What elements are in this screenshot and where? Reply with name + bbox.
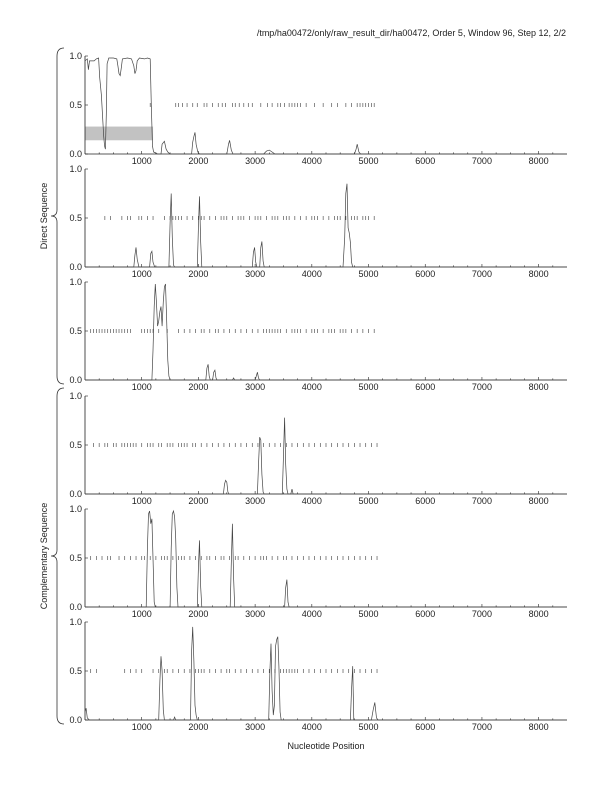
panel-4-x-tick-label: 5000 [359, 496, 379, 506]
panel-5-x-tick-label: 5000 [359, 609, 379, 619]
panel-1-x-tick-label: 6000 [415, 156, 435, 166]
panel-5: 1000 2000 3000 4000 5000 6000 7000 8000 0.0 0.5 1.… [69, 504, 567, 619]
panel-4-x-tick-label: 3000 [245, 496, 265, 506]
panel-4-y-tick-label: 1.0 [69, 391, 82, 401]
panel-1-y-tick-label: 0.0 [69, 149, 82, 159]
panel-6-x-tick-label: 6000 [415, 722, 435, 732]
panel-6-x-tick-label: 2000 [188, 722, 208, 732]
panel-5-y-tick-label: 1.0 [69, 504, 82, 514]
panel-3-y-tick-label: 0.5 [69, 326, 82, 336]
panel-2-y-tick-label: 0.5 [69, 213, 82, 223]
panel-3-y-tick-label: 0.0 [69, 375, 82, 385]
complementary-group-brace [50, 387, 65, 725]
panel-3-series-line [85, 283, 567, 381]
panel-3-x-tick-label: 2000 [188, 382, 208, 392]
panel-2-y-tick-label: 1.0 [69, 164, 82, 174]
panel-6-x-tick-label: 5000 [359, 722, 379, 732]
panel-4-y-tick-label: 0.5 [69, 440, 82, 450]
panel-6: 1000 2000 3000 4000 5000 6000 7000 8000 0.0 0.5 1.… [69, 617, 567, 732]
complementary-group-label: Complementary Sequence [39, 503, 49, 610]
panel-4-x-tick-label: 2000 [188, 496, 208, 506]
panel-2-x-tick-label: 3000 [245, 269, 265, 279]
panel-5-x-tick-label: 6000 [415, 609, 435, 619]
panel-1-highlight-band [85, 126, 154, 141]
panel-1-y-tick-label: 1.0 [69, 51, 82, 61]
panel-6-y-tick-label: 0.5 [69, 666, 82, 676]
header-title: /tmp/ha00472/only/raw_result_dir/ha00472… [257, 28, 566, 38]
panel-4-series-line [85, 417, 567, 495]
panel-2-x-tick-label: 4000 [302, 269, 322, 279]
panels-layer: 1000 2000 3000 4000 5000 6000 7000 8000 0.0 0.5 1.… [69, 51, 567, 732]
panel-4-x-tick-label: 7000 [472, 496, 492, 506]
panel-6-y-tick-label: 0.0 [69, 715, 82, 725]
panel-3-x-tick-label: 4000 [302, 382, 322, 392]
panel-6-x-tick-label: 4000 [302, 722, 322, 732]
panel-6-y-tick-label: 1.0 [69, 617, 82, 627]
panel-6-series-line [84, 626, 567, 721]
panel-1: 1000 2000 3000 4000 5000 6000 7000 8000 0.0 0.5 1.… [69, 51, 567, 166]
groups-layer: Direct Sequence Complementary Sequence [39, 47, 65, 725]
panel-3-x-tick-label: 8000 [529, 382, 549, 392]
panel-2-x-tick-label: 6000 [415, 269, 435, 279]
panel-6-x-tick-label: 7000 [472, 722, 492, 732]
panel-1-x-tick-label: 4000 [302, 156, 322, 166]
panel-1-x-tick-label: 3000 [245, 156, 265, 166]
panel-5-y-tick-label: 0.0 [69, 602, 82, 612]
panel-1-x-tick-label: 1000 [132, 156, 152, 166]
panel-4-x-tick-label: 8000 [529, 496, 549, 506]
panel-4-x-tick-label: 4000 [302, 496, 322, 506]
panel-2-x-tick-label: 8000 [529, 269, 549, 279]
panel-3-x-tick-label: 7000 [472, 382, 492, 392]
panel-2-x-tick-label: 7000 [472, 269, 492, 279]
panel-3-x-tick-label: 3000 [245, 382, 265, 392]
panel-2-x-tick-label: 1000 [132, 269, 152, 279]
panel-4-x-tick-label: 6000 [415, 496, 435, 506]
panel-5-x-tick-label: 3000 [245, 609, 265, 619]
panel-3: 1000 2000 3000 4000 5000 6000 7000 8000 0.0 0.5 1.… [69, 277, 567, 392]
panel-1-x-tick-label: 7000 [472, 156, 492, 166]
panel-5-y-tick-label: 0.5 [69, 553, 82, 563]
panel-5-x-tick-label: 8000 [529, 609, 549, 619]
panel-5-x-tick-label: 1000 [132, 609, 152, 619]
panel-1-y-tick-label: 0.5 [69, 100, 82, 110]
panel-2-x-tick-label: 2000 [188, 269, 208, 279]
panel-2-y-tick-label: 0.0 [69, 262, 82, 272]
panel-2-x-tick-label: 5000 [359, 269, 379, 279]
panel-1-x-tick-label: 8000 [529, 156, 549, 166]
direct-group-label: Direct Sequence [39, 183, 49, 250]
panel-5-series-line [85, 509, 567, 608]
panel-1-x-tick-label: 5000 [359, 156, 379, 166]
panel-4-x-tick-label: 1000 [132, 496, 152, 506]
panel-1-series-line [84, 57, 567, 155]
panel-2: 1000 2000 3000 4000 5000 6000 7000 8000 0.0 0.5 1.… [69, 164, 567, 279]
panel-4-y-tick-label: 0.0 [69, 489, 82, 499]
panel-5-x-tick-label: 4000 [302, 609, 322, 619]
panel-5-x-tick-label: 7000 [472, 609, 492, 619]
panel-6-x-tick-label: 8000 [529, 722, 549, 732]
panel-3-x-tick-label: 1000 [132, 382, 152, 392]
panel-1-x-tick-label: 2000 [188, 156, 208, 166]
panel-6-x-tick-label: 1000 [132, 722, 152, 732]
panel-4: 1000 2000 3000 4000 5000 6000 7000 8000 0.0 0.5 1.… [69, 391, 567, 506]
panel-3-x-tick-label: 5000 [359, 382, 379, 392]
panel-3-x-tick-label: 6000 [415, 382, 435, 392]
panel-6-x-tick-label: 3000 [245, 722, 265, 732]
direct-group-brace [50, 47, 65, 385]
panel-3-y-tick-label: 1.0 [69, 277, 82, 287]
panel-5-x-tick-label: 2000 [188, 609, 208, 619]
x-axis-title: Nucleotide Position [287, 741, 364, 751]
panel-2-series-line [85, 183, 567, 268]
